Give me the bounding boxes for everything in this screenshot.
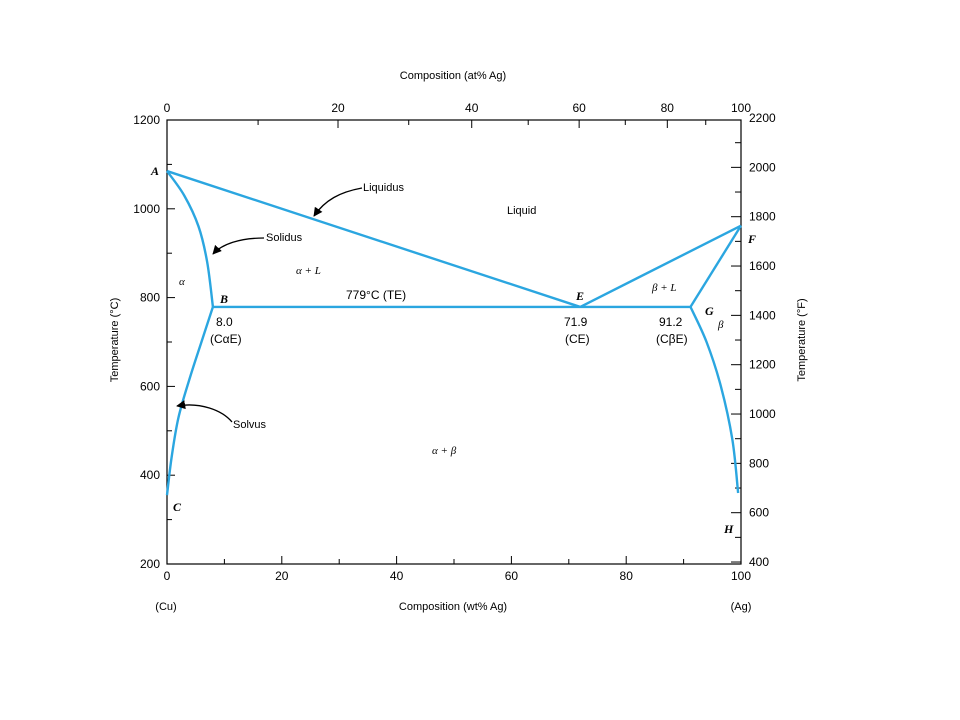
right-axis-title: Temperature (°F) <box>796 298 808 381</box>
region-beta: β <box>717 319 724 331</box>
solvus-alpha-line <box>165 306 215 496</box>
bottom-tick-label: 20 <box>275 569 289 583</box>
right-tick-label: 1200 <box>749 358 776 372</box>
region-alpha-beta: α + β <box>432 445 457 457</box>
left-tick-label: 200 <box>140 557 160 571</box>
composition-beta-e: 91.2 <box>659 315 683 329</box>
top-tick-label: 100 <box>731 101 751 115</box>
left-tick-label: 600 <box>140 379 160 393</box>
composition-beta-e-symbol: (CβE) <box>656 332 688 346</box>
bottom-axis-title: Composition (wt% Ag) <box>399 601 507 613</box>
right-tick-label: 800 <box>749 456 769 470</box>
right-tick-label: 1600 <box>749 259 776 273</box>
left-axis-title: Temperature (°C) <box>109 298 121 382</box>
point-b-label: B <box>219 292 228 306</box>
region-beta-liquid: β + L <box>651 282 677 294</box>
bottom-tick-label: 80 <box>620 569 634 583</box>
top-tick-label: 80 <box>661 101 675 115</box>
bottom-tick-label: 40 <box>390 569 404 583</box>
solidus-arrow <box>212 237 265 255</box>
liquidus-arrow <box>313 187 363 217</box>
right-tick-label: 400 <box>749 555 769 569</box>
top-tick-label: 60 <box>572 101 586 115</box>
right-tick-label: 2000 <box>749 160 776 174</box>
composition-eutectic-symbol: (CE) <box>565 332 590 346</box>
left-tick-label: 1200 <box>133 113 160 127</box>
solidus-alpha-line <box>166 170 215 308</box>
left-tick-label: 400 <box>140 468 160 482</box>
bottom-tick-label: 60 <box>505 569 519 583</box>
region-alpha-liquid: α + L <box>296 265 321 277</box>
point-e-label: E <box>575 289 584 303</box>
composition-eutectic: 71.9 <box>564 315 588 329</box>
solvus-label: Solvus <box>233 419 267 431</box>
liquidus-label: Liquidus <box>363 182 404 194</box>
right-tick-label: 1800 <box>749 210 776 224</box>
solvus-arrow <box>176 400 233 423</box>
top-tick-label: 0 <box>164 101 171 115</box>
point-f-label: F <box>747 232 756 246</box>
right-tick-label: 600 <box>749 506 769 520</box>
endpoint-cu-label: (Cu) <box>155 601 176 613</box>
top-tick-label: 40 <box>465 101 479 115</box>
right-tick-label: 1000 <box>749 407 776 421</box>
region-alpha: α <box>179 276 185 288</box>
axis-ticks: 0 20 40 60 80 100 200 400 600 800 1000 1200 0 20 40 60 8… <box>133 101 776 583</box>
solidus-label: Solidus <box>266 232 303 244</box>
top-axis-title: Composition (at% Ag) <box>400 70 506 82</box>
point-h-label: H <box>723 522 734 536</box>
liquidus-right-line <box>579 224 742 308</box>
endpoint-ag-label: (Ag) <box>731 601 752 613</box>
phase-boundaries <box>165 169 743 496</box>
right-tick-label: 1400 <box>749 308 776 322</box>
left-tick-label: 800 <box>140 291 160 305</box>
point-a-label: A <box>150 164 159 178</box>
bottom-tick-label: 0 <box>164 569 171 583</box>
bottom-tick-label: 100 <box>731 569 751 583</box>
top-tick-label: 20 <box>331 101 345 115</box>
composition-alpha-e: 8.0 <box>216 315 233 329</box>
point-c-label: C <box>173 500 182 514</box>
region-liquid: Liquid <box>507 205 536 217</box>
right-tick-label: 2200 <box>749 111 776 125</box>
composition-alpha-e-symbol: (CαE) <box>210 332 242 346</box>
point-g-label: G <box>705 304 714 318</box>
liquidus-left-line <box>166 169 581 309</box>
eutectic-temperature-label: 779°C (TE) <box>346 288 406 302</box>
solvus-beta-line <box>689 306 740 494</box>
plot-frame <box>166 119 742 565</box>
left-tick-label: 1000 <box>133 202 160 216</box>
solidus-beta-line <box>689 225 743 308</box>
